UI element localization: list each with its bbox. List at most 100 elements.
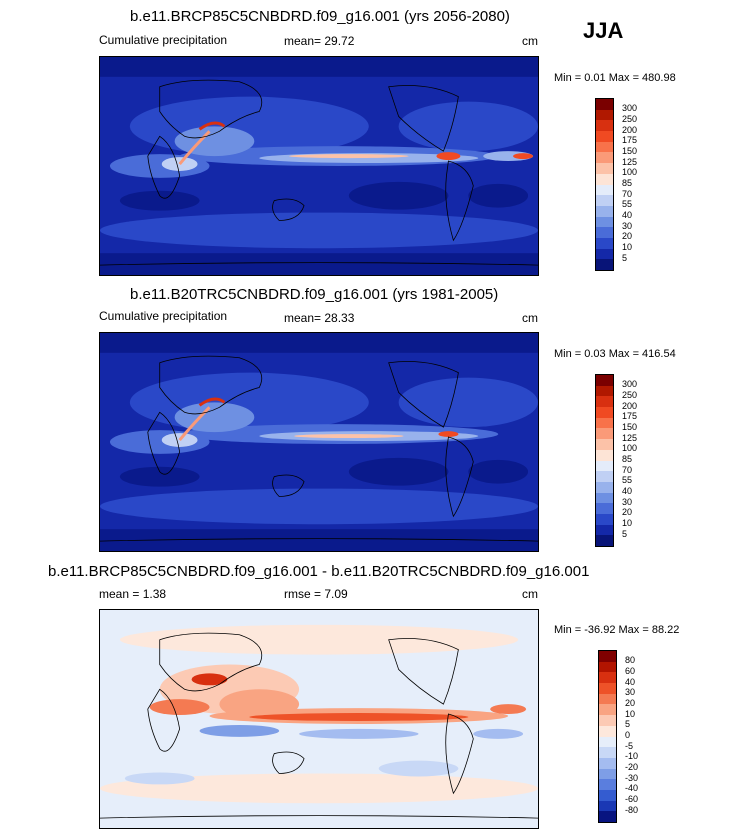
colorbar-tick-label: 250	[622, 389, 638, 400]
colorbar-tick-label: 20	[625, 697, 636, 708]
colorbar-tick-label: -60	[625, 794, 639, 805]
season-label: JJA	[583, 18, 624, 43]
colorbar-swatch	[596, 439, 613, 450]
colorbar-swatch	[599, 651, 616, 662]
colorbar-swatch	[599, 768, 616, 780]
colorbar-tick-label: 30	[622, 496, 633, 507]
colorbar-swatch	[599, 789, 616, 801]
colorbar-tick-label: 20	[622, 507, 633, 518]
panel3-mean: mean = 1.38	[99, 587, 167, 601]
colorbar-swatch	[596, 109, 613, 121]
colorbar-tick-label: -80	[625, 804, 639, 815]
colorbar-tick-label: 30	[625, 687, 636, 698]
panel3-map	[99, 609, 539, 829]
panel1-mean: mean= 29.72	[284, 34, 355, 48]
colorbar-tick-label: -40	[625, 783, 639, 794]
colorbar-swatch	[596, 184, 613, 196]
colorbar-swatch	[596, 227, 613, 238]
colorbar-tick-label: 0	[625, 730, 631, 740]
colorbar-swatch	[599, 747, 616, 758]
panel1-minmax: Min = 0.01 Max = 480.98	[554, 72, 676, 84]
colorbar-swatch	[596, 205, 613, 217]
colorbar-swatch	[596, 152, 613, 164]
colorbar-tick-label: 10	[625, 708, 636, 719]
panel2-variable-label: Cumulative precipitation	[99, 309, 228, 323]
colorbar-swatch	[599, 779, 616, 790]
panel3-title: b.e11.BRCP85C5CNBDRD.f09_g16.001 - b.e11…	[48, 563, 590, 580]
colorbar-swatch	[596, 471, 613, 482]
colorbar-tick-label: 100	[622, 167, 638, 178]
colorbar-swatch	[596, 248, 613, 260]
colorbar-tick-label: 150	[622, 421, 638, 432]
panel3-colorbar-labels: 80 60 40 30 20 10 5 0 -5 -10 -20 -30 -40 -60 -80	[625, 650, 665, 823]
colorbar-swatch	[596, 460, 613, 472]
colorbar-swatch	[596, 216, 613, 228]
colorbar-swatch	[596, 237, 613, 249]
panel1-precip-field	[100, 57, 538, 275]
colorbar-tick-label: 250	[622, 113, 638, 124]
panel2-minmax: Min = 0.03 Max = 416.54	[554, 348, 676, 360]
colorbar-swatch	[596, 195, 613, 206]
colorbar-tick-label: 60	[625, 665, 636, 676]
colorbar-tick-label: 40	[622, 210, 633, 221]
colorbar-tick-label: 200	[622, 400, 638, 411]
colorbar-tick-label: 85	[622, 178, 633, 188]
colorbar-tick-label: 70	[622, 188, 633, 199]
colorbar-tick-label: -5	[625, 740, 634, 751]
colorbar-tick-label: 5	[625, 719, 631, 730]
colorbar-tick-label: 300	[622, 103, 638, 114]
colorbar-swatch	[596, 173, 613, 185]
colorbar-swatch	[596, 141, 613, 153]
panel2-colorbar	[595, 374, 614, 547]
panel1-colorbar-labels: 300 250 200 175 150 125 100 85 70 55 40 30 20 10 5	[622, 98, 662, 271]
colorbar-swatch	[596, 513, 613, 525]
panel2-title: b.e11.B20TRC5CNBDRD.f09_g16.001 (yrs 198…	[130, 286, 499, 303]
colorbar-swatch	[599, 683, 616, 694]
panel1-title: b.e11.BRCP85C5CNBDRD.f09_g16.001 (yrs 20…	[130, 8, 510, 25]
colorbar-tick-label: 175	[622, 411, 638, 422]
panel1-map	[99, 56, 539, 276]
panel1-unit: cm	[522, 34, 538, 48]
colorbar-swatch	[596, 375, 613, 386]
colorbar-swatch	[596, 385, 613, 397]
colorbar-swatch	[599, 736, 616, 748]
colorbar-swatch	[599, 672, 616, 684]
panel2-precip-field	[100, 333, 538, 551]
panel3-minmax: Min = -36.92 Max = 88.22	[554, 624, 680, 636]
colorbar-tick-label: 10	[622, 518, 633, 529]
colorbar-swatch	[596, 99, 613, 110]
colorbar-swatch	[599, 693, 616, 705]
colorbar-swatch	[596, 120, 613, 132]
panel1-variable-label: Cumulative precipitation	[99, 33, 228, 47]
colorbar-tick-label: -20	[625, 762, 639, 773]
panel3-rmse: rmse = 7.09	[284, 587, 348, 601]
panel2-unit: cm	[522, 311, 538, 325]
colorbar-swatch	[599, 757, 616, 769]
colorbar-tick-label: 40	[625, 676, 636, 687]
colorbar-swatch	[596, 428, 613, 440]
panel2-mean: mean= 28.33	[284, 311, 355, 325]
colorbar-tick-label: 10	[622, 242, 633, 253]
colorbar-tick-label: 20	[622, 231, 633, 242]
panel3-difference-field	[100, 610, 538, 828]
colorbar-swatch	[596, 163, 613, 174]
colorbar-tick-label: 200	[622, 124, 638, 135]
colorbar-tick-label: 30	[622, 220, 633, 231]
colorbar-tick-label: 125	[622, 156, 638, 167]
colorbar-tick-label: 300	[622, 379, 638, 390]
colorbar-tick-label: 85	[622, 454, 633, 464]
colorbar-tick-label: -10	[625, 751, 639, 762]
colorbar-swatch	[596, 417, 613, 429]
colorbar-tick-label: 5	[622, 252, 628, 263]
colorbar-tick-label: 150	[622, 145, 638, 156]
colorbar-swatch	[599, 661, 616, 673]
colorbar-tick-label: 5	[622, 528, 628, 539]
panel1-colorbar	[595, 98, 614, 271]
colorbar-tick-label: 70	[622, 464, 633, 475]
colorbar-swatch	[596, 449, 613, 461]
colorbar-swatch	[596, 492, 613, 504]
colorbar-tick-label: 125	[622, 432, 638, 443]
colorbar-swatch	[596, 524, 613, 536]
colorbar-swatch	[596, 407, 613, 418]
colorbar-swatch	[599, 704, 616, 716]
